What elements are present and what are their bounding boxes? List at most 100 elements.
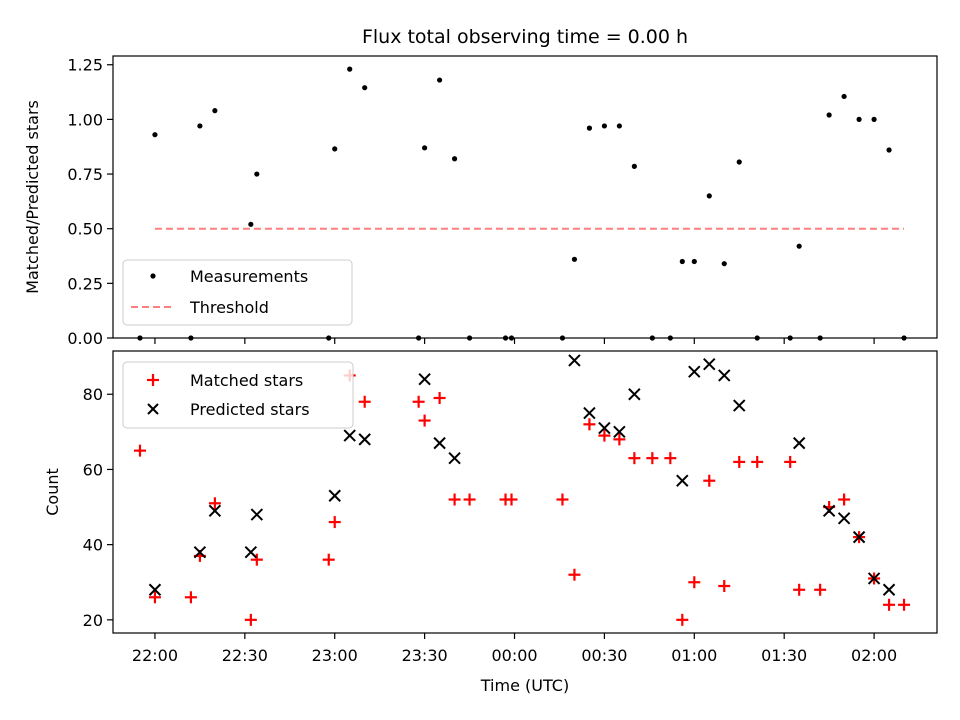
- y-tick-label: 0.00: [67, 329, 103, 348]
- measurement-point: [254, 171, 260, 177]
- matched-star-point: [412, 395, 425, 408]
- matched-star-point: [556, 493, 569, 506]
- measurement-point: [197, 123, 203, 129]
- y-tick-label: 80: [83, 385, 103, 404]
- predicted-star-point: [613, 425, 626, 439]
- matched-star-point: [598, 429, 611, 442]
- predicted-star-point: [837, 512, 851, 525]
- predicted-star-point: [822, 504, 836, 518]
- matched-star-point: [628, 452, 641, 465]
- bottom-x-ticks: 22:00 22:30 23:00 23:30 00:00 00:30 01:00 01:30…: [132, 633, 897, 665]
- matched-star-point: [898, 598, 911, 611]
- top-y-axis-label: Matched/Predicted stars: [23, 100, 42, 294]
- bottom-y-ticks: 20 40 60 80: [83, 385, 113, 630]
- matched-star-point: [328, 516, 341, 529]
- top-legend: Measurements Threshold: [122, 259, 353, 326]
- y-tick-label: 60: [83, 460, 103, 479]
- matched-star-point: [448, 493, 461, 506]
- matched-star-point: [751, 455, 764, 468]
- legend-matched-label: Matched stars: [190, 371, 303, 390]
- y-tick-label: 40: [83, 536, 103, 555]
- x-tick-label: 01:00: [671, 646, 717, 665]
- y-tick-label: 20: [83, 611, 103, 630]
- measurement-point: [437, 77, 443, 83]
- matched-star-point: [583, 418, 596, 431]
- matched-star-point: [250, 553, 263, 566]
- matched-star-point: [418, 414, 431, 427]
- measurement-point: [616, 123, 622, 129]
- measurement-point: [631, 163, 637, 169]
- matched-star-point: [322, 553, 335, 566]
- matched-star-point: [208, 497, 221, 510]
- predicted-star-point: [448, 451, 461, 465]
- matched-star-point: [463, 493, 476, 506]
- x-axis-label: Time (UTC): [480, 676, 569, 695]
- top-y-ticks: 0.00 0.25 0.50 0.75 1.00 1.25: [67, 56, 113, 348]
- bottom-panel: 20 40 60 80 22:00 22:30 23:00 23:30 00:00 00:30 0…: [43, 350, 938, 695]
- matched-star-point: [244, 613, 257, 626]
- top-chart-title: Flux total observing time = 0.00 h: [362, 26, 688, 48]
- measurement-point: [871, 116, 877, 122]
- measurement-point: [248, 221, 254, 227]
- predicted-star-point: [882, 583, 896, 596]
- x-tick-label: 00:00: [491, 646, 537, 665]
- matched-star-point: [184, 591, 197, 604]
- top-x-ticks: [154, 338, 875, 344]
- measurement-point: [856, 116, 862, 122]
- matched-star-point: [148, 591, 161, 604]
- measurement-point: [826, 112, 832, 118]
- x-tick-label: 23:00: [312, 646, 358, 665]
- matched-star-point: [814, 583, 827, 596]
- predicted-star-point: [598, 421, 611, 435]
- predicted-star-point: [244, 545, 258, 559]
- predicted-star-point: [208, 504, 222, 518]
- measurement-point: [796, 243, 802, 249]
- y-tick-label: 0.50: [67, 220, 103, 239]
- measurement-point: [601, 123, 608, 129]
- matched-star-point: [793, 583, 806, 596]
- predicted-star-point: [328, 489, 341, 502]
- predicted-star-point: [676, 474, 689, 487]
- legend-threshold-label: Threshold: [189, 298, 269, 317]
- y-tick-label: 1.00: [67, 110, 103, 129]
- matched-star-point: [718, 580, 731, 592]
- predicted-star-point: [583, 406, 596, 420]
- predicted-star-point: [733, 399, 746, 412]
- predicted-star-point: [688, 365, 701, 378]
- predicted-star-point: [148, 583, 162, 596]
- predicted-star-point: [433, 436, 446, 450]
- legend-predicted-marker: [147, 403, 159, 415]
- measurement-point: [332, 146, 338, 152]
- predicted-star-point: [852, 530, 866, 544]
- predicted-star-point: [867, 572, 881, 585]
- x-tick-label: 00:30: [581, 646, 627, 665]
- legend-matched-marker: [147, 374, 159, 386]
- x-tick-label: 02:00: [851, 646, 897, 665]
- matched-star-point: [838, 493, 851, 506]
- x-tick-label: 22:30: [222, 646, 268, 665]
- measurement-point: [736, 159, 742, 165]
- measurement-point: [886, 147, 892, 153]
- x-tick-label: 23:30: [402, 646, 448, 665]
- measurement-point: [841, 93, 847, 100]
- matched-star-point: [568, 568, 581, 581]
- measurement-point: [212, 108, 218, 114]
- bottom-y-axis-label: Count: [43, 468, 62, 516]
- predicted-star-point: [718, 369, 731, 382]
- measurement-point: [347, 66, 353, 72]
- bottom-legend: Matched stars Predicted stars: [122, 361, 354, 429]
- measurement-point: [571, 256, 578, 262]
- x-tick-label: 01:30: [761, 646, 807, 665]
- measurement-point: [706, 193, 712, 199]
- predicted-star-point: [250, 508, 264, 521]
- measurement-point: [691, 258, 697, 265]
- y-tick-label: 1.25: [67, 56, 103, 75]
- matched-star-point: [784, 455, 797, 468]
- measurement-point: [422, 145, 428, 151]
- y-tick-label: 0.25: [67, 274, 103, 293]
- predicted-star-point: [568, 354, 581, 367]
- predicted-star-point: [358, 433, 371, 446]
- measurement-point: [586, 125, 593, 131]
- predicted-star-point: [628, 388, 641, 401]
